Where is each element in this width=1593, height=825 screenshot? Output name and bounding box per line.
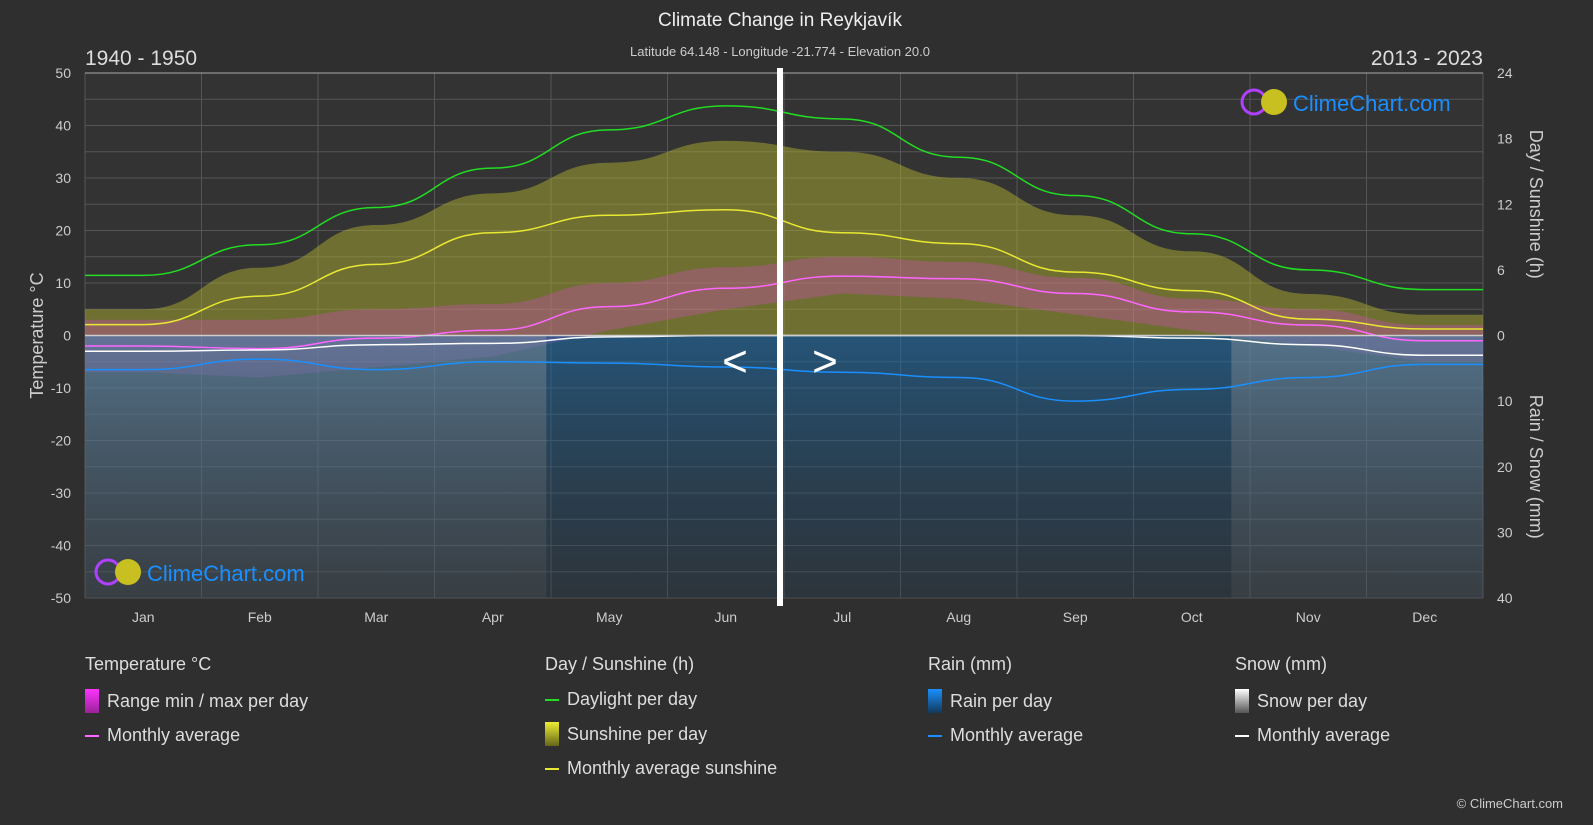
y2-tick-label: 6 (1497, 262, 1505, 278)
snow-per-day-area (1231, 335, 1483, 598)
legend-item: Monthly average sunshine (545, 758, 777, 779)
range-swatch (85, 689, 99, 713)
y2-tick-label: 24 (1497, 65, 1513, 81)
x-tick-label: Dec (1412, 609, 1437, 625)
y3-tick-label: 30 (1497, 524, 1513, 540)
y-axis-label: Temperature °C (27, 272, 47, 398)
legend-snow: Snow (mm) Snow per day Monthly average (1235, 654, 1390, 746)
y2-tick-label: 0 (1497, 328, 1505, 344)
legend-label: Monthly average (950, 725, 1084, 745)
snow-swatch (1235, 689, 1249, 713)
y-tick-label: -50 (51, 590, 71, 606)
x-tick-label: Feb (248, 609, 272, 625)
y2-tick-label: 12 (1497, 196, 1513, 212)
legend-title: Day / Sunshine (h) (545, 654, 695, 674)
period-left: 1940 - 1950 (85, 47, 198, 70)
temperature-avg-line (85, 275, 1483, 350)
legend-rain: Rain (mm) Rain per day Monthly average (928, 654, 1083, 746)
legend-item: Rain per day (928, 689, 1083, 713)
y-tick-label: -20 (51, 433, 71, 449)
y2-tick-label: 18 (1497, 131, 1513, 147)
copyright: © ClimeChart.com (1456, 796, 1563, 811)
legend-label: Snow per day (1257, 690, 1368, 711)
legend-label: Monthly average (1257, 725, 1391, 745)
line-swatch (545, 698, 559, 701)
legend-title: Snow (mm) (1235, 654, 1328, 674)
legend-sun: Day / Sunshine (h) Daylight per day Suns… (545, 654, 777, 779)
legend-label: Range min / max per day (107, 690, 309, 711)
legend-item: Range min / max per day (85, 689, 308, 713)
sunshine-swatch (545, 722, 559, 746)
x-tick-label: Jun (714, 609, 737, 625)
y-tick-label: 10 (55, 275, 71, 291)
rain-swatch (928, 689, 942, 713)
period-divider[interactable] (777, 68, 783, 606)
legend-item: Sunshine per day (545, 722, 777, 746)
y2-axis-label: Day / Sunshine (h) (1526, 130, 1546, 279)
y3-tick-label: 10 (1497, 393, 1513, 409)
period-right: 2013 - 2023 (1370, 47, 1483, 70)
chart-svg: 50 40 30 20 10 0 -10 -20 -30 -40 -50 24 18 12 6 0 10 20 30… (27, 65, 1546, 625)
y-tick-label: 0 (63, 328, 71, 344)
x-tick-label: Oct (1181, 609, 1203, 625)
legend-temperature: Temperature °C Range min / max per day M… (85, 654, 308, 746)
logo-text: ClimeChart.com (1293, 91, 1451, 116)
y-tick-label: -40 (51, 538, 71, 554)
legend-item: Snow per day (1235, 689, 1390, 713)
line-swatch (928, 734, 942, 737)
logo-top[interactable]: ClimeChart.com (1240, 88, 1451, 116)
legend-item: Monthly average (1235, 725, 1390, 746)
legend-label: Monthly average (107, 725, 241, 745)
x-tick-label: Apr (482, 609, 504, 625)
y-tick-label: -10 (51, 380, 71, 396)
legend-title: Rain (mm) (928, 654, 1012, 674)
logo-text: ClimeChart.com (147, 561, 305, 586)
logo-sun-icon (1261, 89, 1287, 115)
nav-next-button[interactable]: > (812, 337, 838, 386)
x-tick-label: Nov (1296, 609, 1321, 625)
y-tick-label: 20 (55, 223, 71, 239)
x-tick-label: Sep (1063, 609, 1088, 625)
x-tick-label: Aug (946, 609, 971, 625)
x-tick-label: Jan (132, 609, 155, 625)
y-tick-label: 50 (55, 65, 71, 81)
x-tick-label: Jul (833, 609, 851, 625)
legend-label: Rain per day (950, 690, 1053, 711)
daylight-line (85, 105, 1483, 291)
x-tick-label: May (596, 609, 622, 625)
logo-bottom[interactable]: ClimeChart.com (94, 558, 305, 586)
y-tick-label: 40 (55, 118, 71, 134)
y-tick-label: 30 (55, 170, 71, 186)
legend-item: Monthly average (85, 725, 308, 746)
line-swatch (1235, 734, 1249, 737)
legend-item: Monthly average (928, 725, 1083, 746)
legend-label: Monthly average sunshine (567, 758, 778, 778)
chart-subtitle: Latitude 64.148 - Longitude -21.774 - El… (630, 44, 930, 59)
legend-label: Sunshine per day (567, 723, 708, 744)
snow-per-day-area (85, 335, 547, 598)
y3-tick-label: 40 (1497, 590, 1513, 606)
x-tick-label: Mar (364, 609, 388, 625)
logo-sun-icon (115, 559, 141, 585)
line-swatch (545, 767, 559, 770)
rain-avg-line (85, 358, 1483, 402)
sunshine-per-day-area (85, 140, 1483, 336)
legend-item: Daylight per day (545, 689, 777, 710)
y3-axis-label: Rain / Snow (mm) (1526, 395, 1546, 539)
legend-label: Daylight per day (567, 689, 698, 709)
nav-prev-button[interactable]: < (722, 337, 748, 386)
y-tick-label: -30 (51, 485, 71, 501)
y3-tick-label: 20 (1497, 459, 1513, 475)
line-swatch (85, 734, 99, 737)
chart-title: Climate Change in Reykjavík (658, 10, 902, 31)
legend-title: Temperature °C (85, 654, 212, 674)
